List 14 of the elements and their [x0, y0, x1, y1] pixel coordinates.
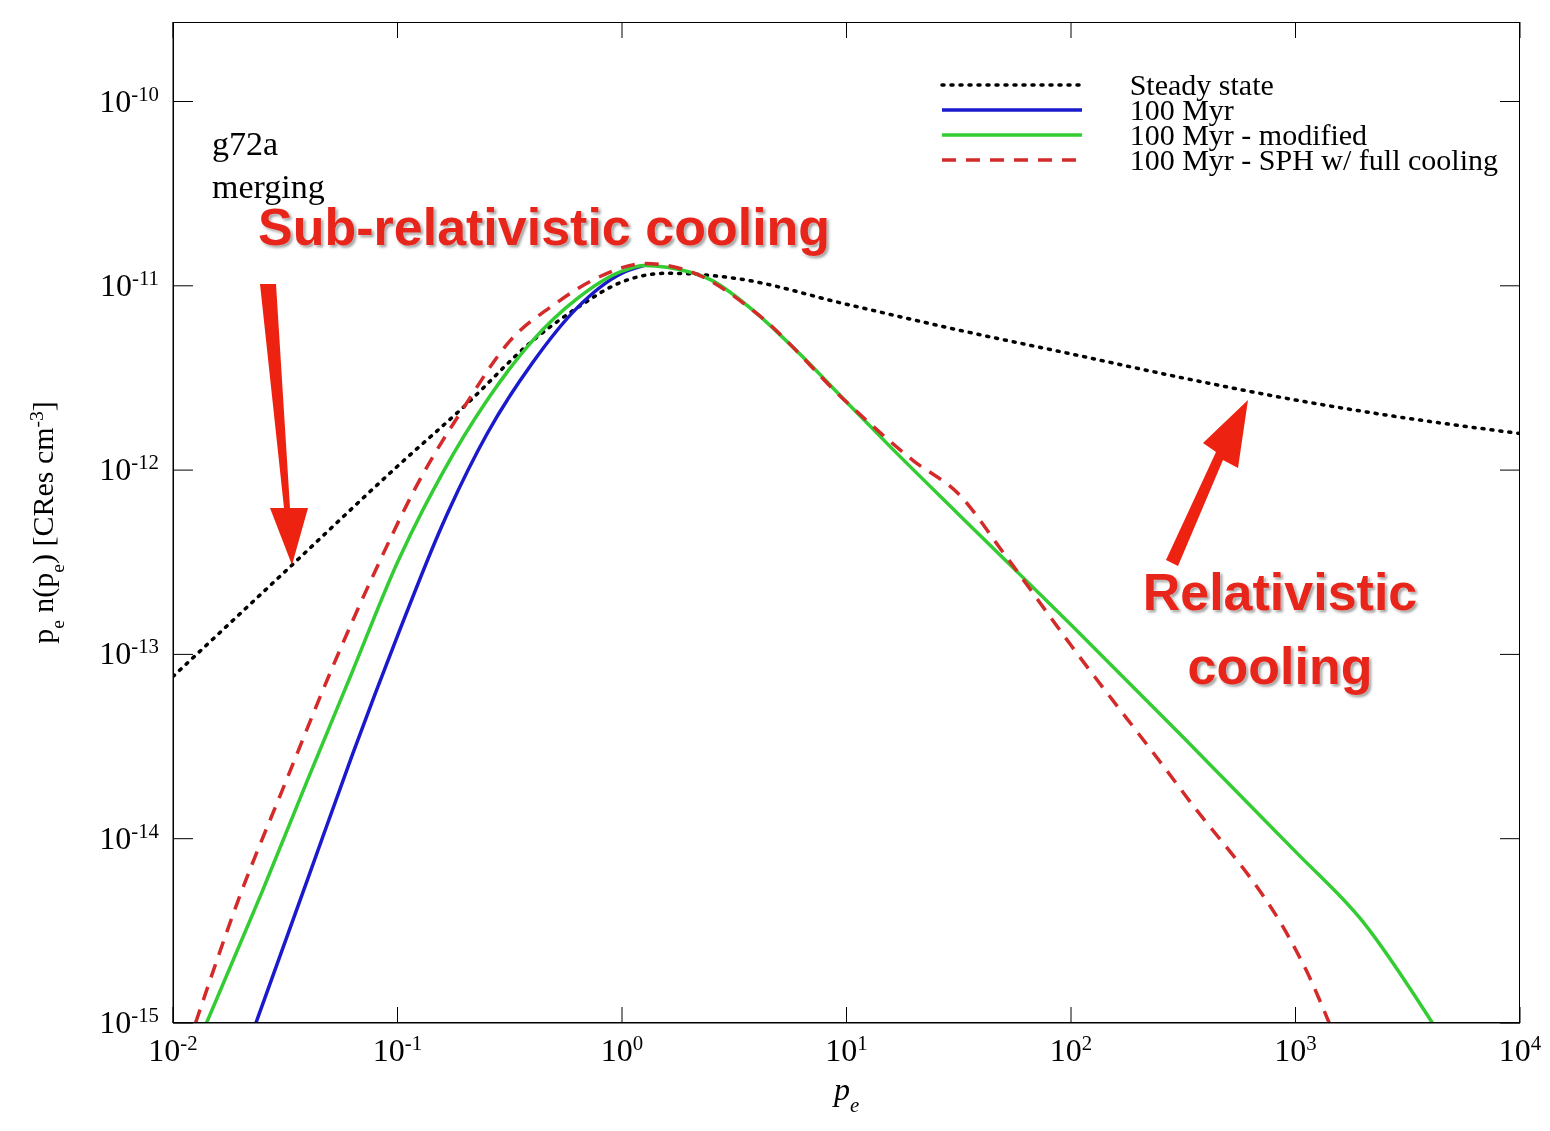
y-tick-label: 10$^{-10}$ [99, 81, 159, 119]
x-tick-label: 10$^{0}$ [600, 1030, 644, 1068]
y-tick-label: 10$^{-12}$ [99, 449, 159, 488]
x-axis-title: p$_{e}$ [831, 1071, 860, 1116]
y-tick-label: 10$^{-14}$ [99, 818, 160, 856]
x-tick-label: 10$^{1}$ [825, 1030, 868, 1068]
y-tick-label: 10$^{-13}$ [99, 633, 159, 672]
x-tick-label: 10$^{2}$ [1049, 1030, 1093, 1068]
y-tick-label: 10$^{-11}$ [100, 265, 159, 303]
x-tick-label: 10$^{4}$ [1498, 1030, 1542, 1068]
x-tick-label: 10$^{-1}$ [372, 1030, 423, 1068]
annotation: g72a [212, 125, 279, 163]
annotation: Relativistic cooling [1141, 562, 1419, 697]
x-tick-label: 10$^{3}$ [1274, 1030, 1317, 1068]
